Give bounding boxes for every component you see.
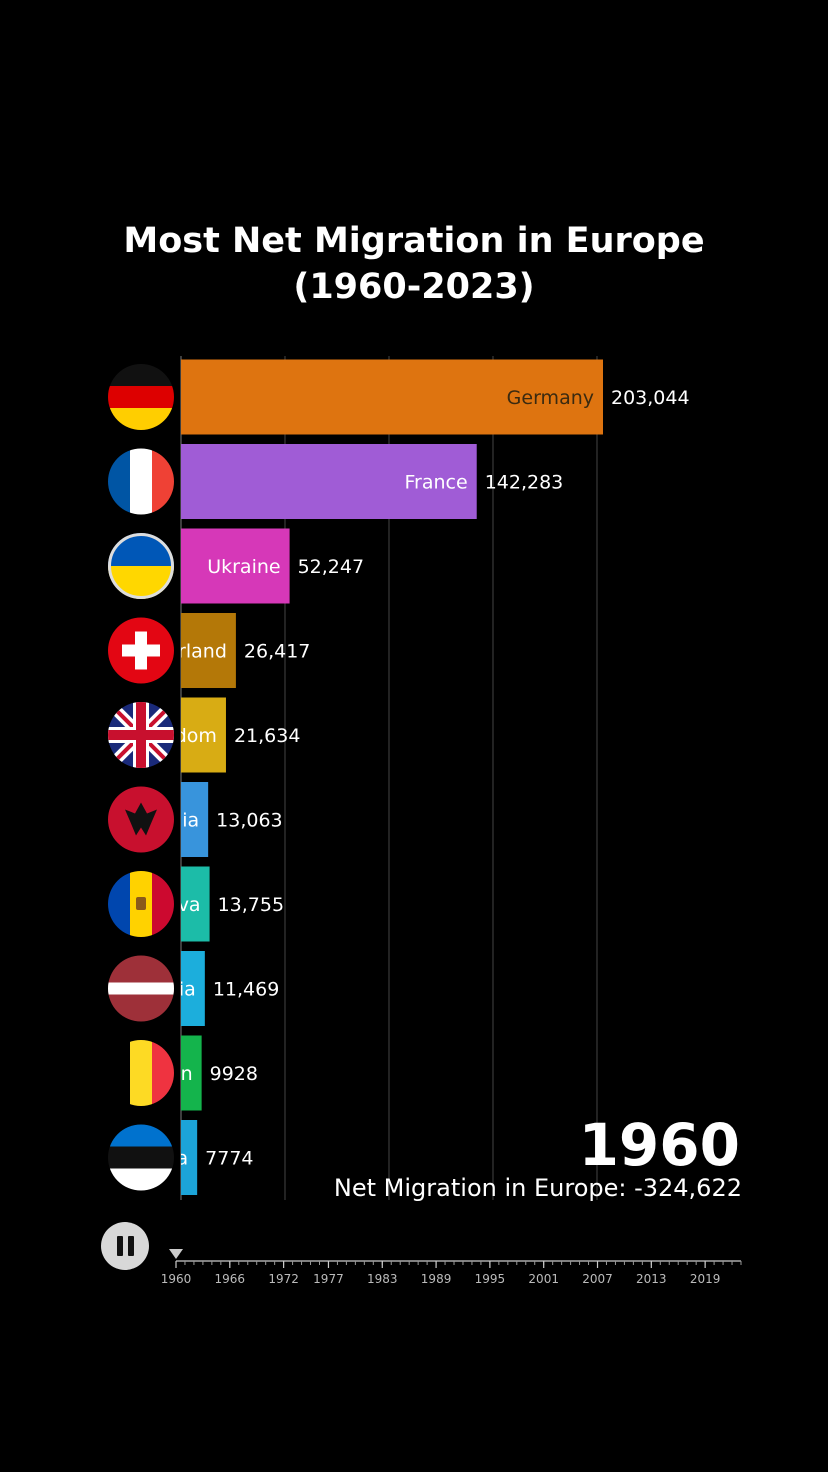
bar-albania xyxy=(181,782,209,857)
timeline-label-2001: 2001 xyxy=(528,1272,559,1286)
bar-label-germany: Germany xyxy=(507,387,594,409)
timeline-label-1966: 1966 xyxy=(215,1272,246,1286)
pause-icon xyxy=(116,1236,123,1256)
bar-switzerland xyxy=(181,613,236,688)
timeline-label-1972: 1972 xyxy=(268,1272,299,1286)
timeline-label-2007: 2007 xyxy=(582,1272,613,1286)
value-label-united-kingdom: 21,634 xyxy=(234,725,300,747)
timeline-label-2019: 2019 xyxy=(690,1272,721,1286)
switzerland-flag-icon xyxy=(108,617,174,684)
bar-label-ukraine: Ukraine xyxy=(207,556,280,578)
value-label-france: 142,283 xyxy=(485,472,564,494)
bar-label-united-kingdom: dom xyxy=(175,725,217,747)
estonia-flag-icon xyxy=(108,1124,174,1191)
bar-belgium xyxy=(181,1035,202,1111)
bar-label-estonia: a xyxy=(177,1148,189,1170)
value-label-switzerland: 26,417 xyxy=(244,641,310,663)
bar-label-france: France xyxy=(405,472,468,494)
bar-latvia xyxy=(181,951,205,1026)
timeline-label-1977: 1977 xyxy=(313,1272,344,1286)
bar-label-albania: ia xyxy=(182,810,199,832)
bar-label-latvia: ia xyxy=(179,979,196,1001)
bar-united-kingdom xyxy=(181,697,226,773)
timeline-label-1983: 1983 xyxy=(367,1272,398,1286)
value-label-estonia: 7774 xyxy=(205,1148,253,1170)
timeline-label-2013: 2013 xyxy=(636,1272,667,1286)
timeline-label-1989: 1989 xyxy=(421,1272,452,1286)
bar-label-switzerland: rland xyxy=(178,641,227,663)
chart-title-line-2: (1960-2023) xyxy=(293,267,535,307)
net-migration-total: Net Migration in Europe: -324,622 xyxy=(333,1174,742,1202)
value-label-moldova: 13,755 xyxy=(218,894,284,916)
bar-label-belgium: n xyxy=(181,1063,193,1085)
value-label-albania: 13,063 xyxy=(216,810,282,832)
timeline-label-1960: 1960 xyxy=(161,1272,192,1286)
latvia-flag-icon xyxy=(108,955,174,1022)
uk-flag-icon xyxy=(108,702,174,768)
germany-flag-icon xyxy=(108,364,174,430)
bar-moldova xyxy=(181,866,210,942)
pause-icon-bar xyxy=(127,1236,134,1256)
timeline-label-1995: 1995 xyxy=(475,1272,506,1286)
ukraine-flag-icon xyxy=(108,533,174,599)
bar-estonia xyxy=(181,1120,198,1195)
france-flag-icon xyxy=(108,448,174,515)
belgium-flag-icon xyxy=(108,1040,174,1106)
bar-germany xyxy=(181,359,603,435)
bar-france xyxy=(181,444,477,519)
bar-ukraine xyxy=(181,528,290,604)
value-label-latvia: 11,469 xyxy=(213,979,279,1001)
bar-chart: Germany 203,044 France 142,283 Ukraine 52,247… xyxy=(108,356,742,1286)
chart-title: Most Net Migration in Europe (1960-2023) xyxy=(0,218,828,310)
bar-label-moldova: va xyxy=(178,894,201,916)
chart-title-line-1: Most Net Migration in Europe xyxy=(123,221,705,261)
value-label-ukraine: 52,247 xyxy=(298,556,364,578)
value-label-germany: 203,044 xyxy=(611,387,690,409)
moldova-flag-icon xyxy=(108,871,174,937)
albania-flag-icon xyxy=(108,786,174,853)
pause-button[interactable] xyxy=(101,1222,149,1270)
timeline-handle[interactable] xyxy=(169,1249,183,1259)
value-label-belgium: 9928 xyxy=(210,1063,258,1085)
current-year-label: 1960 xyxy=(578,1111,740,1179)
